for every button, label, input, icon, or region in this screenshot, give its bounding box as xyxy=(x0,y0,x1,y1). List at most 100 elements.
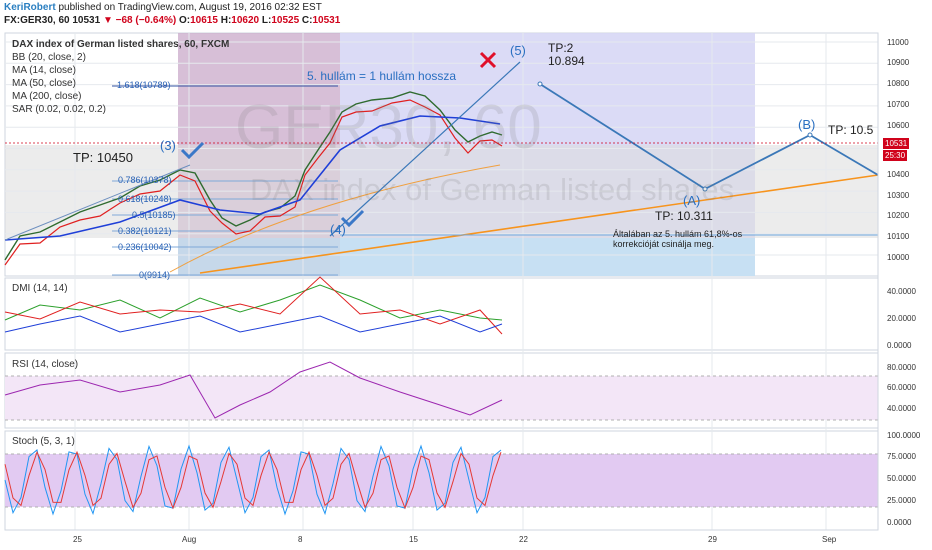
wave-4-label[interactable]: (4) xyxy=(330,222,346,237)
stoch-tick: 25.0000 xyxy=(887,496,916,505)
rsi-tick: 40.0000 xyxy=(887,404,916,413)
price-tick: 10400 xyxy=(887,170,910,179)
stoch-k-line xyxy=(4,444,502,516)
adx-line xyxy=(4,315,503,333)
price-tick: 10600 xyxy=(887,121,910,130)
fib-0618-label: 0.618(10248) xyxy=(118,194,172,204)
dmi-tick: 40.0000 xyxy=(887,287,916,296)
dmi-tick: 20.0000 xyxy=(887,314,916,323)
time-tick: Sep xyxy=(822,535,837,544)
wave-b-label[interactable]: (B) xyxy=(798,117,816,132)
fib-0236-label: 0.236(10042) xyxy=(118,242,172,252)
rsi-tick: 60.0000 xyxy=(887,383,916,392)
projection-node xyxy=(807,132,813,138)
price-tick: 10200 xyxy=(887,211,910,220)
change-value: ▼ −68 (−0.64%) xyxy=(102,15,177,26)
dmi-pane xyxy=(4,277,879,351)
publish-line: KeriRobert published on TradingView.com,… xyxy=(4,2,322,13)
price-line xyxy=(4,91,503,261)
main-legend-title[interactable]: DAX index of German listed shares, 60, F… xyxy=(12,39,230,50)
tp-5-line1[interactable]: TP:2 xyxy=(548,41,574,55)
study-ma200[interactable]: MA (200, close) xyxy=(12,91,82,102)
stoch-tick: 100.0000 xyxy=(887,431,921,440)
channel-line xyxy=(4,164,191,241)
price-tick: 10900 xyxy=(887,58,910,67)
price-tick: 10700 xyxy=(887,100,910,109)
study-ma14[interactable]: MA (14, close) xyxy=(12,65,76,76)
dmi-minus-line xyxy=(4,276,503,335)
wave5-line xyxy=(329,61,521,237)
time-tick: Aug xyxy=(182,535,197,544)
stoch-title[interactable]: Stoch (5, 3, 1) xyxy=(12,436,75,447)
study-sar[interactable]: SAR (0.02, 0.02, 0.2) xyxy=(12,104,106,115)
price-tick: 10300 xyxy=(887,191,910,200)
projection-node xyxy=(702,186,708,192)
author-name[interactable]: KeriRobert xyxy=(4,2,56,13)
stoch-d-line xyxy=(4,450,502,510)
rsi-line xyxy=(4,361,503,419)
price-tick: 10100 xyxy=(887,232,910,241)
low-value: 10525 xyxy=(271,15,300,26)
tp-b-label[interactable]: TP: 10.5 xyxy=(828,123,874,137)
watermark-name: DAX index of German listed shares xyxy=(250,172,735,207)
fib-1618-label: 1.618(10789) xyxy=(117,80,171,90)
stoch-tick: 0.0000 xyxy=(887,518,912,527)
hullam-label[interactable]: 5. hullám = 1 hullám hossza xyxy=(307,69,457,83)
watermark-symbol: GER30, 60 xyxy=(235,93,542,162)
study-ma50[interactable]: MA (50, close) xyxy=(12,78,76,89)
publish-text: published on TradingView.com, August 19,… xyxy=(58,2,322,13)
dmi-tick: 0.0000 xyxy=(887,341,912,350)
tp-a-label[interactable]: TP: 10.311 xyxy=(655,209,713,223)
fib-0-label: 0(9914) xyxy=(139,270,171,280)
last-price-tag: 10531 xyxy=(883,138,910,149)
high-label: H: xyxy=(220,15,232,26)
zone-light-blue xyxy=(178,238,755,276)
ma50-line xyxy=(4,115,501,241)
time-tick: 22 xyxy=(519,535,528,544)
tp-5-line2[interactable]: 10.894 xyxy=(548,54,585,68)
study-bb[interactable]: BB (20, close, 2) xyxy=(12,52,86,63)
check-icon xyxy=(180,141,205,160)
symbol-info: FX:GER30, 60 10531 xyxy=(4,15,101,26)
price-tick: 10000 xyxy=(887,253,910,262)
high-value: 10620 xyxy=(231,15,260,26)
open-value: 10615 xyxy=(190,15,218,26)
countdown-tag: 25:30 xyxy=(883,150,908,161)
cross-icon xyxy=(479,51,497,69)
fib-05-label: 0.5(10185) xyxy=(132,210,176,220)
rsi-band xyxy=(5,376,878,420)
close-value: 10531 xyxy=(312,15,341,26)
check-icon xyxy=(340,209,365,228)
price-tick: 11000 xyxy=(887,38,909,47)
orange-trendline xyxy=(199,174,879,274)
time-tick: 29 xyxy=(708,535,717,544)
fib-0786-label: 0.786(10378) xyxy=(118,175,172,185)
stoch-tick: 75.0000 xyxy=(887,452,916,461)
rsi-tick: 80.0000 xyxy=(887,363,916,372)
dmi-title[interactable]: DMI (14, 14) xyxy=(12,283,68,294)
stoch-band xyxy=(5,454,878,507)
stoch-tick: 50.0000 xyxy=(887,474,916,483)
fib-0382-label: 0.382(10121) xyxy=(118,226,172,236)
time-tick: 25 xyxy=(73,535,82,544)
time-tick: 8 xyxy=(298,535,303,544)
dmi-plus-line xyxy=(4,284,503,321)
ma14-line xyxy=(4,99,503,266)
ma200-line xyxy=(169,164,501,273)
low-label: L: xyxy=(261,15,272,26)
price-tick: 10800 xyxy=(887,79,910,88)
wave-5-label[interactable]: (5) xyxy=(510,43,526,58)
note-line1[interactable]: Általában az 5. hullám 61,8%-os xyxy=(613,229,743,239)
wave-a-label[interactable]: (A) xyxy=(683,193,701,208)
open-label: O: xyxy=(179,15,191,26)
projection-zigzag xyxy=(539,83,879,191)
rsi-title[interactable]: RSI (14, close) xyxy=(12,359,79,370)
wave-3-label[interactable]: (3) xyxy=(160,138,176,153)
tp-3-label[interactable]: TP: 10450 xyxy=(73,150,133,165)
note-line2[interactable]: korrekcióját csinálja meg. xyxy=(613,239,715,249)
time-tick: 15 xyxy=(409,535,418,544)
ohlc-line: FX:GER30, 60 10531 ▼ −68 (−0.64%) O:1061… xyxy=(4,15,340,26)
close-label: C: xyxy=(301,15,313,26)
